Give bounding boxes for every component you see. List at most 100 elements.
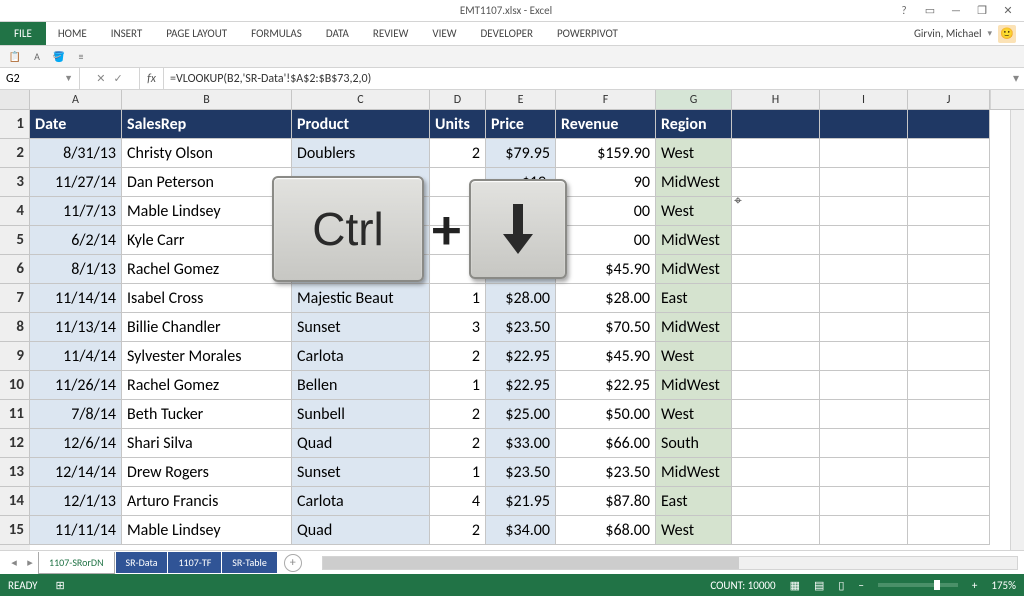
hscrollbar[interactable] [322, 556, 1018, 570]
sheet-tab-2[interactable]: 1107-TF [168, 552, 221, 573]
cell[interactable] [908, 458, 990, 487]
cell[interactable] [908, 371, 990, 400]
cell[interactable]: Rachel Gomez [122, 255, 292, 284]
header-cell[interactable]: Units [430, 110, 486, 139]
colhead-j[interactable]: J [908, 90, 990, 109]
zoom-slider[interactable] [878, 583, 958, 587]
cell[interactable] [820, 429, 908, 458]
font-icon[interactable]: A [28, 48, 46, 66]
cell[interactable]: Sunbell [292, 400, 430, 429]
sheet-nav-next[interactable]: ▸ [22, 556, 38, 569]
sheet-nav-prev[interactable]: ◂ [6, 556, 22, 569]
rowhead[interactable]: 9 [0, 342, 30, 371]
cell[interactable]: Billie Chandler [122, 313, 292, 342]
cell[interactable]: 2 [430, 516, 486, 545]
cell[interactable]: Kyle Carr [122, 226, 292, 255]
cancel-icon[interactable]: ✕ [96, 72, 105, 85]
cell[interactable] [732, 487, 820, 516]
cell[interactable] [820, 313, 908, 342]
rowhead[interactable]: 12 [0, 429, 30, 458]
cell[interactable]: West [656, 197, 732, 226]
cell[interactable] [732, 458, 820, 487]
cell[interactable] [820, 516, 908, 545]
cell[interactable] [820, 400, 908, 429]
cell[interactable]: $22.95 [486, 342, 556, 371]
vscroll[interactable] [990, 90, 1004, 109]
sheet-tab-3[interactable]: SR-Table [222, 552, 277, 573]
tab-formulas[interactable]: FORMULAS [239, 22, 314, 45]
colhead-f[interactable]: F [556, 90, 656, 109]
cell[interactable]: 6/2/14 [30, 226, 122, 255]
colhead-b[interactable]: B [122, 90, 292, 109]
tab-home[interactable]: HOME [46, 22, 99, 45]
view-layout-icon[interactable]: ▤ [814, 579, 824, 592]
cell[interactable]: 4 [430, 487, 486, 516]
cell[interactable] [908, 487, 990, 516]
cell[interactable] [908, 429, 990, 458]
cell[interactable]: Sunset [292, 458, 430, 487]
rowhead[interactable]: 1 [0, 110, 30, 139]
cell[interactable]: Carlota [292, 487, 430, 516]
cell[interactable] [732, 516, 820, 545]
cell[interactable]: 1 [430, 458, 486, 487]
cell[interactable] [820, 168, 908, 197]
colhead-a[interactable]: A [30, 90, 122, 109]
rowhead[interactable]: 10 [0, 371, 30, 400]
cell[interactable] [908, 400, 990, 429]
cell[interactable] [732, 226, 820, 255]
rowhead[interactable]: 13 [0, 458, 30, 487]
cell[interactable]: MidWest [656, 371, 732, 400]
file-tab[interactable]: FILE [0, 22, 46, 45]
cell[interactable]: $79.95 [486, 139, 556, 168]
cell[interactable]: 1 [430, 371, 486, 400]
cell[interactable]: $70.50 [556, 313, 656, 342]
cell[interactable]: $23.50 [486, 313, 556, 342]
cell[interactable]: 1 [430, 284, 486, 313]
formula-input[interactable]: =VLOOKUP(B2,'SR-Data'!$A$2:$B$73,2,0) [164, 68, 1008, 89]
cell[interactable] [820, 139, 908, 168]
colhead-g[interactable]: G [656, 90, 732, 109]
cell[interactable]: Majestic Beaut [292, 284, 430, 313]
vscrollbar[interactable] [1010, 110, 1024, 550]
cell[interactable]: $68.00 [556, 516, 656, 545]
cell[interactable]: West [656, 400, 732, 429]
rowhead[interactable]: 3 [0, 168, 30, 197]
cell[interactable]: 00 [556, 226, 656, 255]
cell[interactable]: West [656, 342, 732, 371]
cell[interactable] [908, 168, 990, 197]
cell[interactable] [908, 139, 990, 168]
cell[interactable]: South [656, 429, 732, 458]
cell[interactable]: 3 [430, 313, 486, 342]
cell[interactable]: Dan Peterson [122, 168, 292, 197]
cell[interactable]: Sylvester Morales [122, 342, 292, 371]
cell[interactable]: 8/1/13 [30, 255, 122, 284]
cell[interactable]: Sunset [292, 313, 430, 342]
paste-icon[interactable]: 📋 [6, 48, 24, 66]
cell[interactable]: 2 [430, 139, 486, 168]
avatar[interactable]: 🙂 [998, 25, 1016, 43]
cell[interactable]: Quad [292, 516, 430, 545]
cell[interactable]: Bellen [292, 371, 430, 400]
cell[interactable]: 8/31/13 [30, 139, 122, 168]
cell[interactable]: MidWest [656, 168, 732, 197]
tab-review[interactable]: REVIEW [361, 22, 421, 45]
cell[interactable] [732, 284, 820, 313]
cell[interactable] [820, 284, 908, 313]
rowhead[interactable]: 8 [0, 313, 30, 342]
cell[interactable] [908, 226, 990, 255]
cell[interactable]: 11/14/14 [30, 284, 122, 313]
enter-icon[interactable]: ✓ [114, 72, 123, 85]
cell[interactable]: $25.00 [486, 400, 556, 429]
cell[interactable] [820, 342, 908, 371]
cell[interactable]: 12/1/13 [30, 487, 122, 516]
colhead-c[interactable]: C [292, 90, 430, 109]
tab-data[interactable]: DATA [314, 22, 361, 45]
rowhead[interactable]: 14 [0, 487, 30, 516]
cell[interactable]: 2 [430, 342, 486, 371]
view-normal-icon[interactable]: ▦ [790, 579, 800, 592]
cell[interactable] [732, 255, 820, 284]
cell[interactable]: $28.00 [486, 284, 556, 313]
colhead-i[interactable]: I [820, 90, 908, 109]
fill-icon[interactable]: 🪣 [50, 48, 68, 66]
minimize-icon[interactable]: — [944, 2, 968, 20]
